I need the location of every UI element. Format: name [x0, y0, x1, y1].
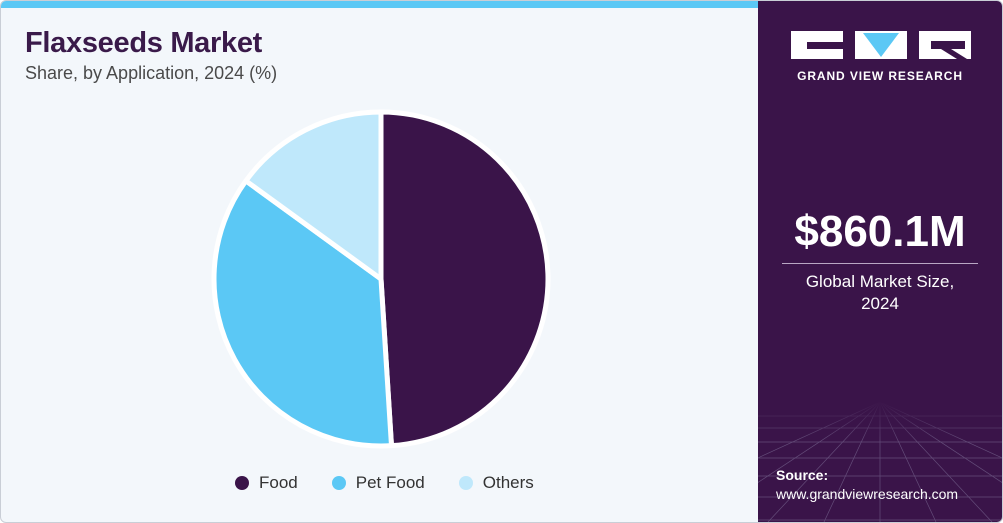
legend-item-food: Food — [235, 473, 298, 493]
legend-item-pet-food: Pet Food — [331, 473, 425, 493]
pie-slice-others — [243, 109, 384, 282]
legend-label-others: Others — [482, 473, 534, 492]
top-accent-bar — [1, 1, 758, 8]
chart-subtitle: Share, by Application, 2024 (%) — [25, 63, 278, 83]
pie-slice-pet-food — [211, 178, 394, 449]
market-size-value: $860.1M — [794, 207, 966, 256]
legend-label-pet-food: Pet Food — [355, 473, 425, 492]
chart-title: Flaxseeds Market — [25, 27, 262, 59]
market-size-label: Global Market Size, 2024 — [805, 272, 955, 313]
chart-legend: Food Pet Food Others — [235, 473, 534, 493]
source-title: Source: — [776, 467, 829, 483]
legend-swatch-others — [458, 476, 473, 490]
legend-swatch-food — [235, 476, 249, 490]
source-block: Source: www.grandviewresearch.com — [776, 466, 958, 504]
grand-view-research-logo — [791, 31, 971, 59]
sidebar-panel: GRAND VIEW RESEARCH $860.1M Global Marke… — [758, 1, 1002, 522]
source-url[interactable]: www.grandviewresearch.com — [776, 486, 959, 502]
divider — [782, 263, 978, 264]
pie-chart — [211, 109, 551, 449]
pie-slice-food — [378, 109, 551, 449]
legend-swatch-pet-food — [331, 476, 346, 490]
brand-name: GRAND VIEW RESEARCH — [797, 69, 963, 83]
legend-label-food: Food — [259, 473, 298, 492]
grid-decoration — [758, 402, 1002, 522]
legend-item-others: Others — [458, 473, 534, 493]
